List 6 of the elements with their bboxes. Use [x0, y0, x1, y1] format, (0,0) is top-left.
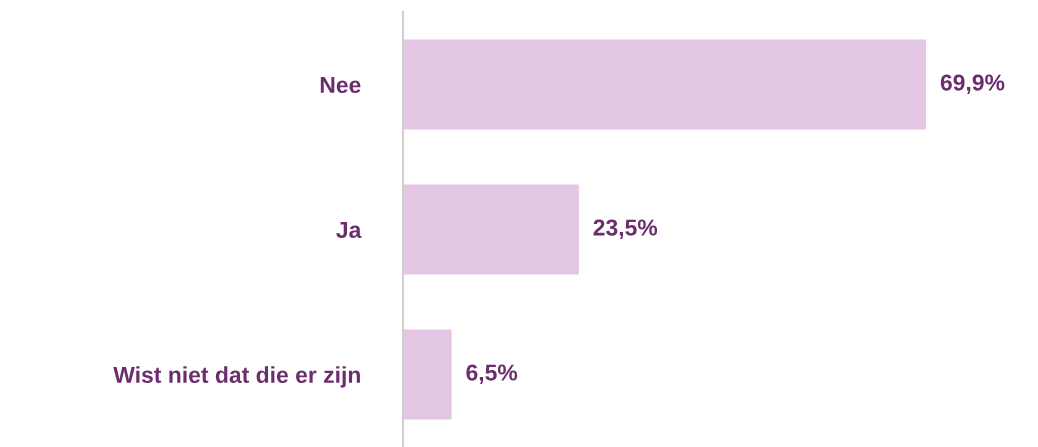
- data-label: 23,5%: [593, 219, 658, 239]
- data-label: 69,9%: [940, 74, 1005, 94]
- data-label: 6,5%: [466, 364, 518, 384]
- y-tick-label: Nee: [320, 77, 361, 94]
- y-tick-label: Ja: [336, 222, 362, 239]
- y-tick-label: Wist niet dat die er zijn: [113, 366, 360, 388]
